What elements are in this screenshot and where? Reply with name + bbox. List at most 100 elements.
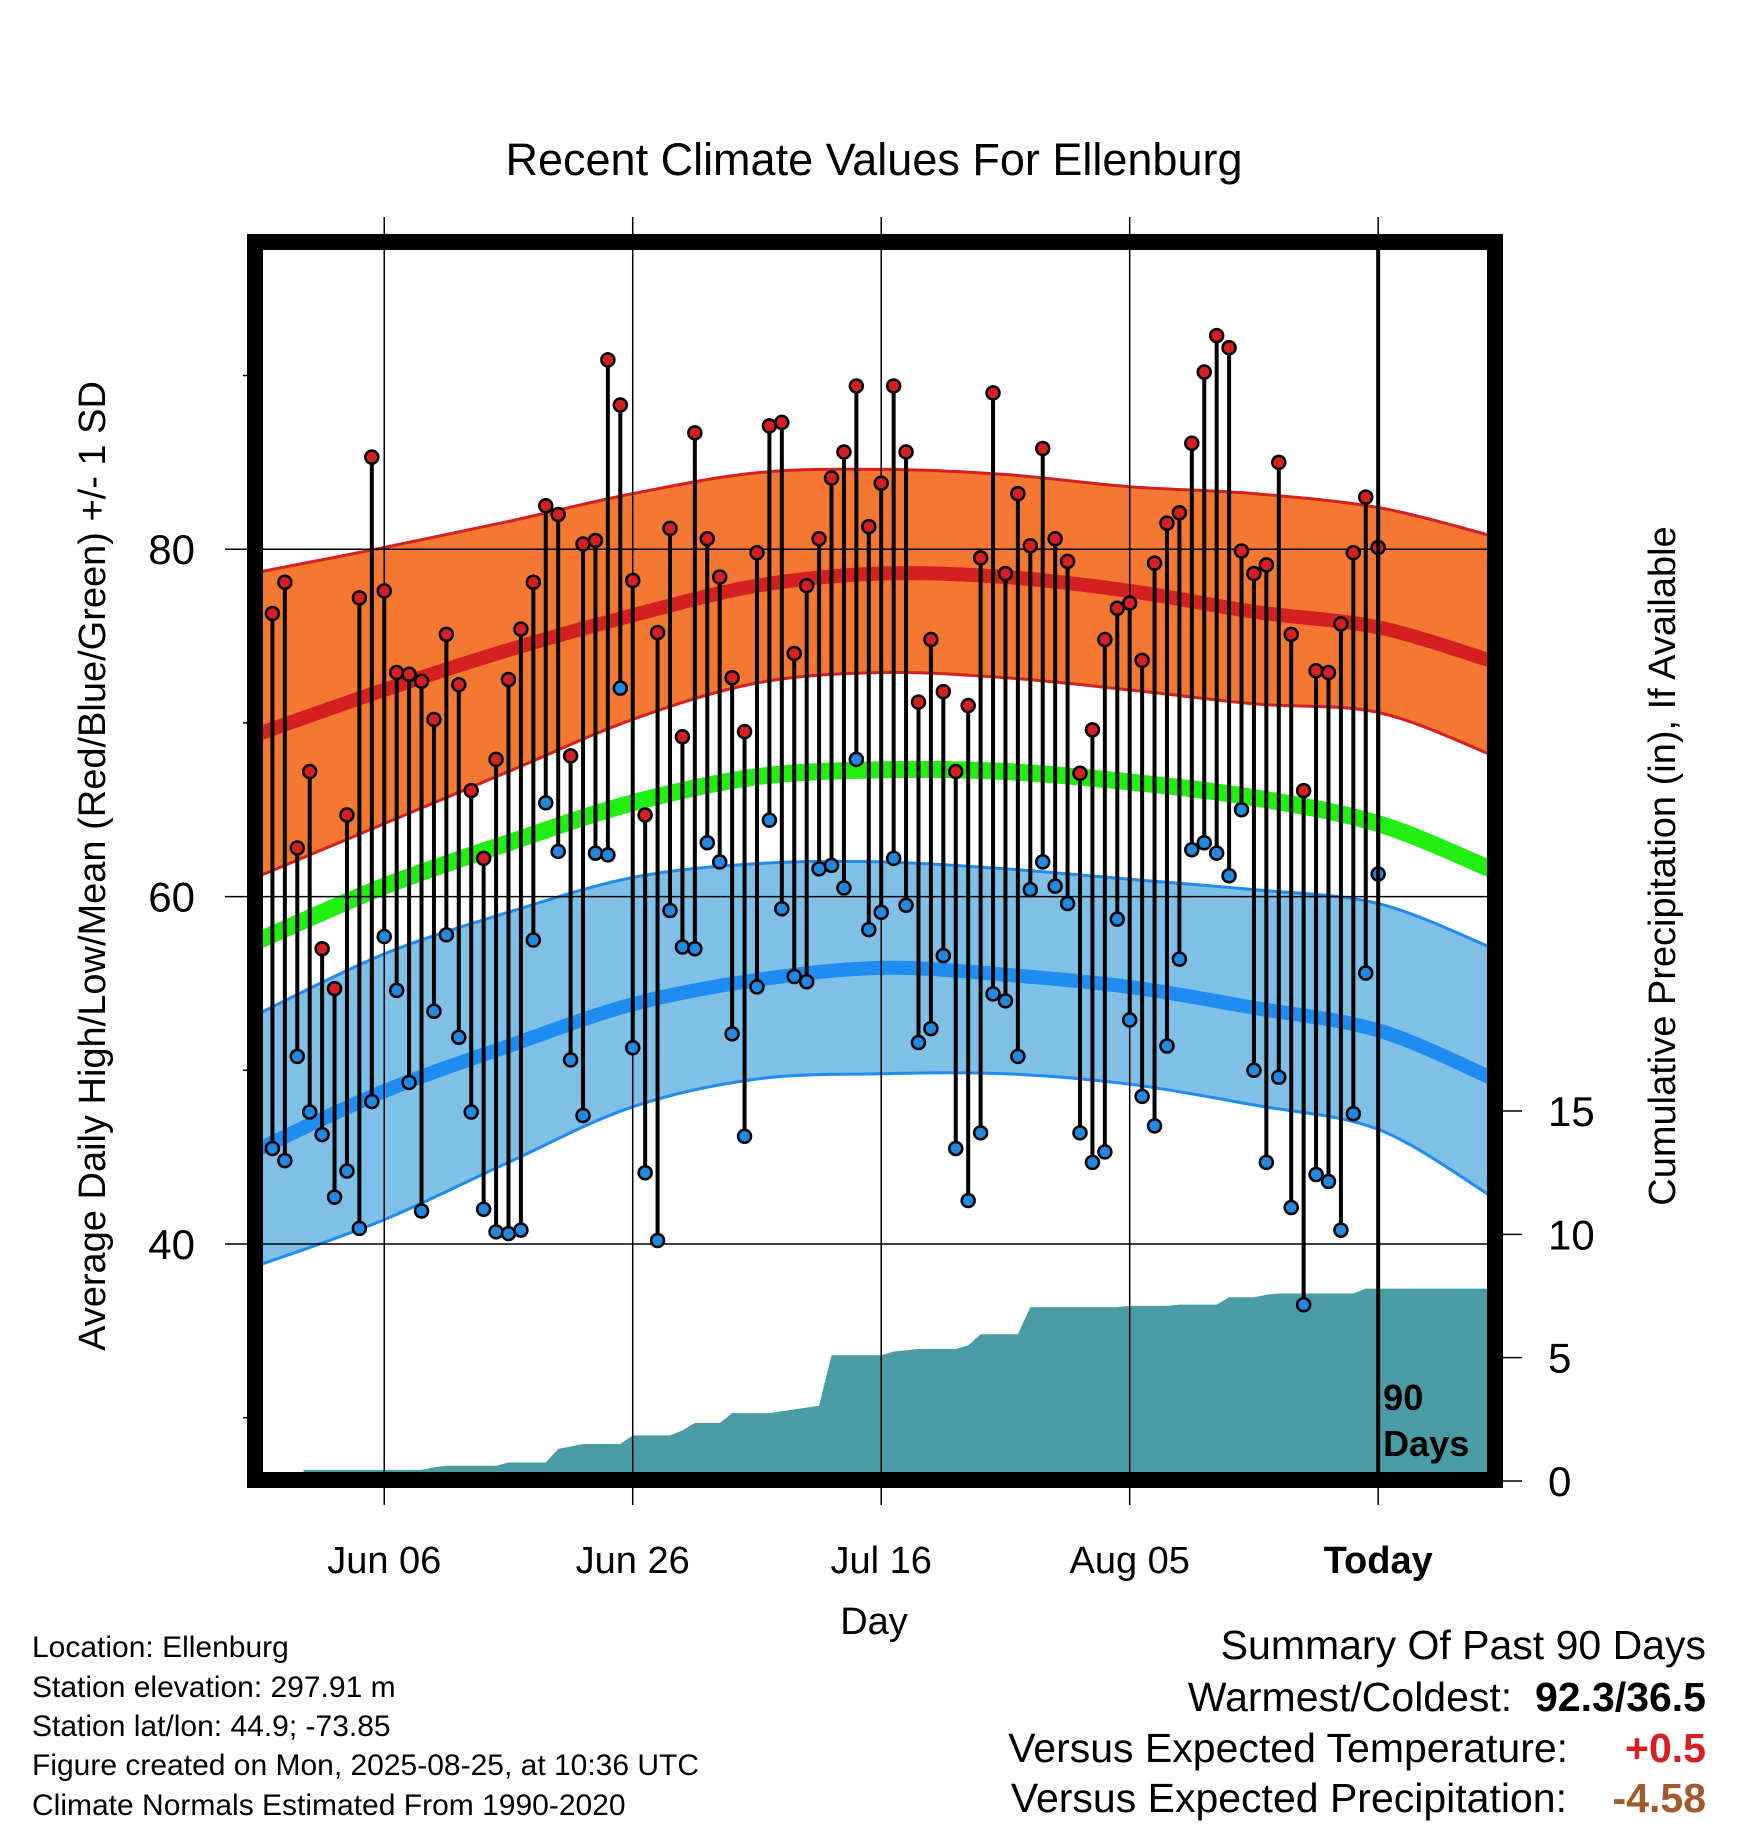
- high-point: [1283, 626, 1299, 643]
- low-point: [1295, 1297, 1312, 1313]
- low-point: [960, 1192, 976, 1209]
- high-point: [1308, 663, 1324, 679]
- high-point: [1246, 565, 1262, 582]
- high-point: [600, 352, 616, 368]
- low-point: [1084, 1154, 1101, 1171]
- low-point: [861, 921, 877, 938]
- low-point: [662, 902, 678, 919]
- low-point: [289, 1048, 306, 1065]
- high-point: [587, 532, 604, 549]
- high-point: [637, 807, 653, 823]
- info-elevation: Station elevation: 297.91 m: [32, 1671, 396, 1704]
- low-point: [1358, 965, 1374, 981]
- high-point: [1010, 485, 1026, 502]
- high-point: [301, 763, 318, 780]
- low-point: [687, 940, 703, 957]
- low-point: [314, 1126, 330, 1143]
- high-point: [351, 590, 368, 606]
- high-point: [264, 605, 281, 622]
- high-point: [1271, 454, 1287, 471]
- high-point: [1109, 600, 1126, 617]
- high-point: [463, 782, 479, 799]
- low-point: [500, 1225, 517, 1242]
- high-point: [687, 425, 703, 441]
- low-point: [488, 1224, 504, 1240]
- low-point: [1121, 1012, 1138, 1028]
- high-point: [898, 444, 914, 460]
- low-point: [413, 1203, 430, 1219]
- high-point: [811, 531, 827, 547]
- summary-warm-cold: Warmest/Coldest: 92.3/36.5: [1188, 1677, 1706, 1718]
- info-location: Location: Ellenburg: [32, 1631, 289, 1664]
- high-point: [575, 536, 591, 552]
- low-point: [624, 1039, 641, 1056]
- high-point: [774, 414, 790, 431]
- high-point: [985, 385, 1001, 401]
- low-point: [1022, 881, 1039, 898]
- high-point: [1059, 553, 1076, 570]
- info-created: Figure created on Mon, 2025-08-25, at 10…: [32, 1749, 700, 1782]
- low-point: [761, 812, 778, 828]
- low-point: [997, 993, 1014, 1009]
- high-point: [1146, 555, 1163, 571]
- low-point: [451, 1029, 467, 1046]
- y2-axis-label: Cumulative Precipitation (in), If Availa…: [1642, 526, 1684, 1205]
- high-point: [711, 569, 728, 585]
- low-point: [475, 1201, 492, 1218]
- high-point: [1333, 616, 1349, 632]
- high-point: [1221, 339, 1237, 356]
- high-point: [451, 676, 467, 693]
- high-point: [1295, 782, 1312, 799]
- low-point: [798, 973, 815, 990]
- high-point: [538, 498, 554, 514]
- low-point: [711, 854, 728, 870]
- low-point: [339, 1163, 355, 1179]
- low-point: [575, 1107, 591, 1124]
- low-point: [972, 1125, 989, 1141]
- low-point: [674, 939, 691, 955]
- low-point: [898, 897, 914, 914]
- high-point: [848, 378, 865, 394]
- low-point: [600, 847, 616, 863]
- high-point: [388, 664, 405, 681]
- info-normals: Climate Normals Estimated From 1990-2020: [32, 1789, 626, 1822]
- plot-area: 90 Days: [260, 247, 1490, 1475]
- low-point: [1333, 1222, 1349, 1238]
- low-point: [525, 932, 542, 948]
- low-point: [513, 1222, 529, 1238]
- high-point: [314, 940, 330, 957]
- summary-temp: Versus Expected Temperature: +0.5: [1008, 1728, 1706, 1769]
- high-point: [649, 624, 666, 641]
- y2-tick-label: 0: [1548, 1458, 1571, 1505]
- low-point: [538, 795, 554, 811]
- y2-tick-label: 10: [1548, 1211, 1595, 1258]
- low-point: [935, 947, 952, 964]
- high-point: [550, 506, 566, 523]
- high-point: [475, 850, 492, 867]
- x-tick-label: Jun 06: [327, 1540, 441, 1582]
- high-point: [1184, 435, 1200, 452]
- y2-tick-label: 5: [1548, 1335, 1571, 1382]
- high-point: [1159, 515, 1175, 531]
- low-point: [736, 1128, 753, 1145]
- low-point: [388, 982, 405, 999]
- y-tick-label: 60: [148, 874, 195, 921]
- high-point: [364, 449, 380, 465]
- summary-temp-value: +0.5: [1625, 1725, 1706, 1771]
- low-point: [1320, 1173, 1337, 1190]
- high-point: [277, 574, 293, 590]
- high-point: [413, 673, 430, 689]
- x-tick-label: Aug 05: [1069, 1540, 1189, 1582]
- low-point: [1258, 1154, 1275, 1171]
- low-point: [1246, 1062, 1262, 1079]
- high-point: [401, 666, 417, 683]
- low-point: [1283, 1199, 1299, 1216]
- high-point: [1358, 489, 1374, 505]
- high-point: [562, 748, 579, 764]
- high-point: [786, 645, 802, 662]
- high-point: [1196, 364, 1212, 380]
- high-point: [960, 697, 976, 714]
- high-point: [861, 518, 877, 535]
- high-point: [1134, 652, 1150, 669]
- y-tick-label: 40: [148, 1221, 195, 1268]
